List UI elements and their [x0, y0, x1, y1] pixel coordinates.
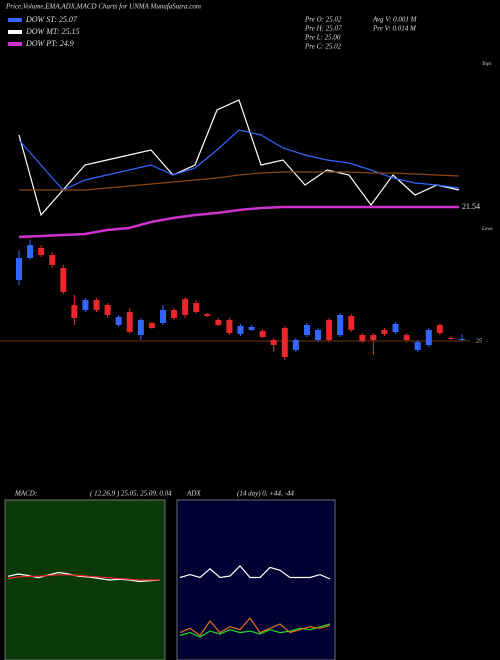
candle-body [248, 327, 255, 330]
candle-body [237, 326, 244, 334]
y-tick-label: 25 [476, 338, 482, 344]
candle-body [193, 303, 200, 312]
info-label: Avg V: 0.001 M [372, 16, 418, 24]
line [19, 171, 460, 191]
candle-body [226, 320, 233, 333]
candle-body [71, 305, 78, 318]
candle-body [49, 255, 56, 265]
panel-subtitle: (14 day) 0, +44, -44 [237, 490, 294, 498]
candle-body [259, 331, 266, 337]
candle-body [326, 320, 333, 340]
candle-body [414, 342, 421, 350]
candle-body [204, 314, 211, 316]
candle-body [60, 268, 67, 292]
candle-body [303, 325, 310, 335]
candle-body [171, 310, 178, 318]
candle-body [38, 248, 45, 255]
panel-title: MACD: [14, 490, 37, 498]
legend-swatch [8, 42, 22, 46]
annotation: Tops [482, 62, 491, 67]
candle-body [359, 335, 366, 341]
legend-swatch [8, 30, 22, 34]
candle-body [82, 300, 89, 310]
line [179, 623, 331, 638]
chart-title: Price,Volume,EMA,ADX,MACD Charts for UNM… [5, 3, 201, 11]
candle-body [104, 305, 111, 315]
candle-body [270, 340, 277, 345]
candle-body [436, 325, 443, 333]
line [179, 617, 331, 637]
annotation: Lows [481, 227, 493, 232]
candle-body [137, 320, 144, 335]
candle-body [392, 324, 399, 332]
info-label: Pre L: 25.00 [304, 34, 341, 42]
line [179, 565, 331, 580]
legend-label: DOW PT: 24.9 [25, 39, 74, 48]
candle-body [126, 312, 133, 332]
legend-label: DOW MT: 25.15 [25, 27, 80, 36]
candle-body [148, 323, 155, 328]
candle-body [27, 245, 34, 258]
line [7, 574, 160, 581]
panel-subtitle: ( 12,26,9 ) 25.05, 25.09, 0.04 [90, 490, 172, 498]
candle-body [447, 338, 454, 339]
candle-body [337, 315, 344, 335]
candle-body [159, 310, 166, 323]
legend-swatch [8, 18, 22, 22]
candle-body [93, 300, 100, 310]
candle-body [315, 330, 322, 340]
line [18, 99, 460, 217]
candle-body [292, 340, 299, 350]
info-label: Pre H: 25.07 [304, 25, 342, 33]
candle-body [182, 299, 189, 315]
candle-body [16, 258, 22, 280]
panel-title: ADX [186, 490, 201, 498]
candle-body [281, 328, 288, 357]
candle-body [459, 339, 465, 340]
end-label: 21.54 [462, 202, 480, 211]
line [18, 129, 460, 191]
candle-body [348, 316, 355, 330]
legend-label: DOW ST: 25.07 [25, 15, 78, 24]
candle-body [115, 317, 122, 325]
candle-body [370, 335, 377, 340]
candle-body [425, 330, 432, 345]
candle-body [403, 335, 410, 340]
line [18, 205, 459, 239]
info-label: Pre O: 25.02 [304, 16, 342, 24]
candle-body [381, 330, 388, 334]
candle-body [215, 320, 222, 325]
info-label: Pre C: 25.02 [304, 43, 342, 51]
info-label: Pre V: 0.014 M [372, 25, 417, 33]
